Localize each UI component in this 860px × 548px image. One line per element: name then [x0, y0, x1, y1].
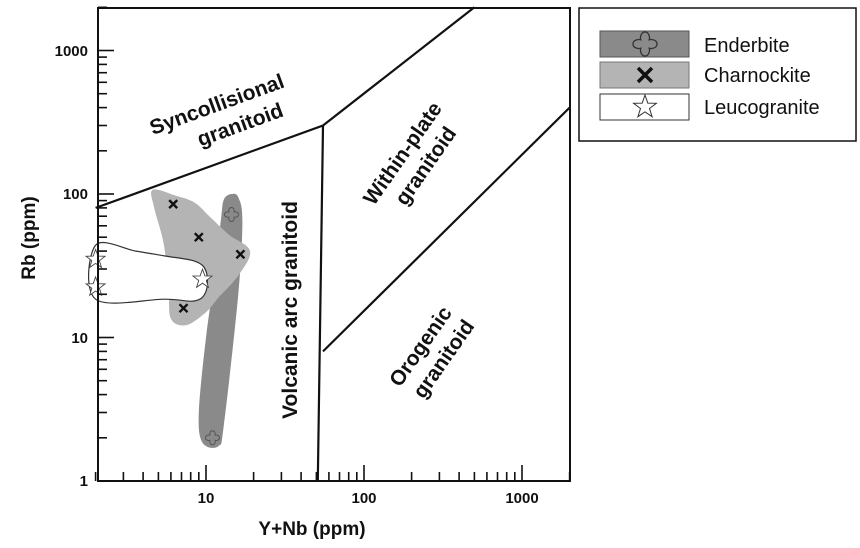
x-tick-labels: 10 100 1000	[198, 490, 539, 507]
data-point-leucogranite	[191, 267, 214, 289]
x-axis-title: Y+Nb (ppm)	[258, 519, 365, 540]
y-tick-labels: 1 10 100 1000	[55, 43, 88, 490]
legend-item-leucogranite: Leucogranite	[599, 93, 820, 121]
field-envelopes	[88, 189, 251, 448]
data-point-leucogranite	[84, 248, 107, 269]
boundary-syn-upper	[95, 124, 324, 209]
y-tick-label: 100	[63, 186, 88, 203]
plot-frame	[97, 7, 571, 482]
field-label-volcanic-arc: Volcanic arc granitoid	[279, 201, 302, 419]
data-point-charnockite	[178, 303, 189, 314]
legend-label-enderbite: Enderbite	[704, 35, 790, 57]
x-axis-ticks	[94, 465, 571, 481]
legend: Enderbite Charnockite Leucogranite	[578, 7, 857, 142]
legend-item-enderbite: Enderbite	[599, 30, 790, 58]
data-point-charnockite	[168, 199, 179, 209]
x-marker-icon	[636, 66, 654, 84]
data-point-charnockite	[193, 232, 204, 243]
x-tick-label: 100	[351, 490, 376, 507]
boundary-vag-wpg-divide	[316, 125, 325, 482]
y-tick-label: 1	[80, 473, 88, 490]
field-label-syncollisional: Syncollisional granitoid	[147, 68, 302, 165]
boundary-within-plate-upper	[322, 6, 476, 127]
legend-item-charnockite: Charnockite	[599, 61, 811, 89]
legend-swatch-enderbite	[599, 30, 690, 58]
x-tick-label: 10	[198, 490, 215, 507]
field-label-within-plate: Within-plate granitoid	[359, 93, 471, 224]
data-point-leucogranite	[84, 275, 107, 297]
data-points	[84, 199, 246, 446]
data-point-enderbite	[204, 430, 221, 446]
field-label-orogenic: Orogenic granitoid	[385, 298, 481, 406]
y-axis-title: Rb (ppm)	[19, 196, 40, 279]
boundary-orogenic-divide	[322, 106, 571, 353]
x-tick-label: 1000	[505, 490, 538, 507]
data-point-enderbite	[223, 206, 240, 223]
legend-label-charnockite: Charnockite	[704, 65, 811, 87]
data-point-charnockite	[235, 249, 246, 260]
cross-outline-icon	[632, 31, 658, 57]
y-axis-ticks	[98, 6, 114, 482]
legend-label-leucogranite: Leucogranite	[704, 97, 820, 119]
star-icon	[632, 93, 658, 118]
y-tick-label: 1000	[55, 43, 88, 60]
field-boundaries	[95, 6, 571, 482]
y-tick-label: 10	[71, 330, 88, 347]
